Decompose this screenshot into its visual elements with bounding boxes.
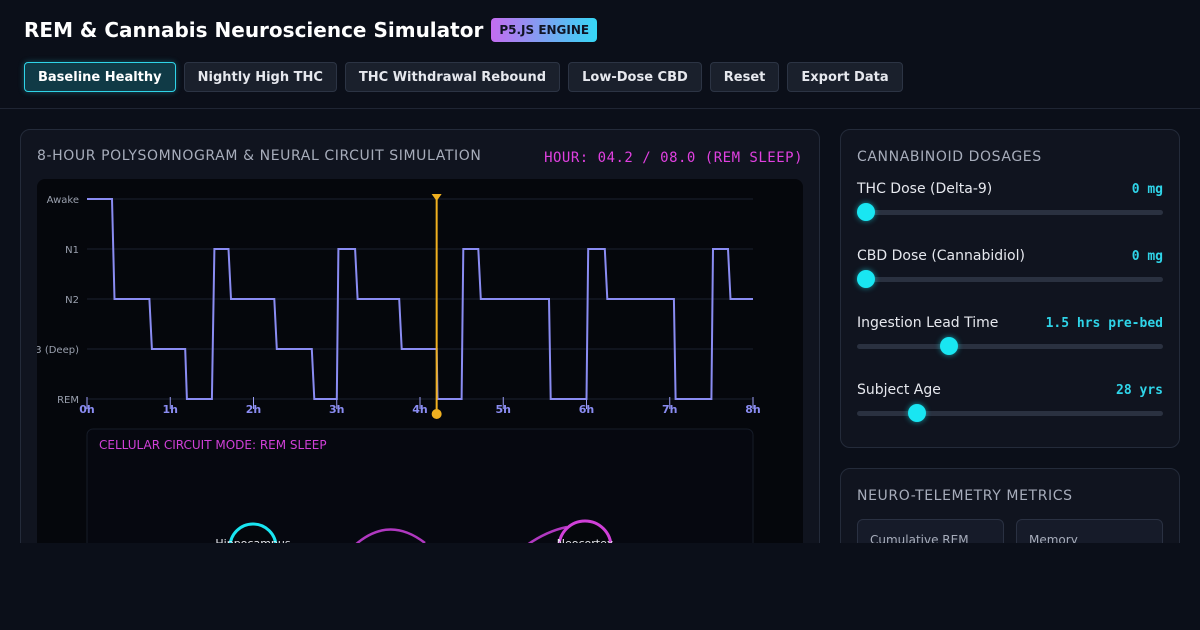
simulation-canvas[interactable]: AwakeN1N2N3 (Deep)REM0h1h2h3h4h5h6h7h8h … (37, 179, 803, 559)
hour-tick-label: 4h (412, 403, 428, 416)
simulation-panel: 8-HOUR POLYSOMNOGRAM & NEURAL CIRCUIT SI… (20, 129, 820, 559)
time-cursor-handle[interactable] (431, 409, 442, 419)
reset-button[interactable]: Reset (709, 62, 780, 92)
engine-badge: P5.JS ENGINE (491, 18, 598, 42)
nightly-high-thc-button[interactable]: Nightly High THC (183, 62, 337, 92)
simulation-heading: 8-HOUR POLYSOMNOGRAM & NEURAL CIRCUIT SI… (37, 148, 482, 164)
dosage-heading: CANNABINOID DOSAGES (857, 149, 1042, 165)
baseline-healthy-button[interactable]: Baseline Healthy (24, 62, 176, 92)
low-dose-cbd-button[interactable]: Low-Dose CBD (568, 62, 702, 92)
time-cursor-top-marker (431, 194, 442, 201)
hour-tick-label: 2h (246, 403, 262, 416)
circuit-mode-label: CELLULAR CIRCUIT MODE: REM SLEEP (99, 438, 327, 452)
viewport-cutoff (0, 543, 1200, 630)
title-row: REM & Cannabis Neuroscience Simulator P5… (24, 18, 598, 42)
dosage-panel: CANNABINOID DOSAGES THC Dose (Delta-9) 0… (840, 129, 1180, 448)
hour-tick-label: 1h (163, 403, 179, 416)
export-data-button[interactable]: Export Data (787, 62, 903, 92)
lead-time-value: 1.5 hrs pre-bed (1045, 316, 1163, 331)
thc-dose-value: 0 mg (1131, 182, 1163, 197)
stage-tick-label: N1 (65, 245, 79, 256)
time-cursor[interactable] (431, 194, 442, 419)
hour-tick-label: 6h (579, 403, 595, 416)
stage-tick-label: REM (57, 395, 79, 406)
hour-tick-label: 8h (745, 403, 761, 416)
hour-tick-label: 5h (496, 403, 512, 416)
subject-age-thumb[interactable] (907, 404, 926, 422)
thc-dose-label: THC Dose (Delta-9) (857, 181, 993, 197)
hour-tick-label: 3h (329, 403, 345, 416)
app-header: REM & Cannabis Neuroscience Simulator P5… (0, 0, 1200, 109)
cbd-dose-value: 0 mg (1131, 249, 1163, 264)
thc-dose-thumb[interactable] (857, 203, 876, 221)
thc-withdrawal-rebound-button[interactable]: THC Withdrawal Rebound (344, 62, 561, 92)
app-title: REM & Cannabis Neuroscience Simulator (24, 18, 484, 42)
hour-readout: HOUR: 04.2 / 08.0 (REM SLEEP) (544, 150, 803, 166)
circuit-arc-right (526, 525, 568, 547)
subject-age-slider[interactable] (857, 404, 1163, 422)
stage-tick-label: N2 (65, 295, 79, 306)
circuit-arc-left (354, 528, 426, 546)
scenario-toolbar: Baseline Healthy Nightly High THC THC Wi… (24, 62, 903, 92)
lead-time-thumb[interactable] (939, 337, 958, 355)
lead-time-slider[interactable] (857, 337, 1163, 355)
thc-dose-slider[interactable] (857, 203, 1163, 221)
telemetry-heading: NEURO-TELEMETRY METRICS (857, 488, 1073, 504)
subject-age-value: 28 yrs (1116, 383, 1163, 398)
subject-age-label: Subject Age (857, 382, 941, 398)
hour-tick-label: 0h (79, 403, 95, 416)
cbd-dose-thumb[interactable] (857, 270, 876, 288)
cbd-dose-slider[interactable] (857, 270, 1163, 288)
hypnogram-series-line (87, 198, 753, 400)
stage-tick-label: Awake (47, 195, 79, 206)
cbd-dose-label: CBD Dose (Cannabidiol) (857, 248, 1025, 264)
hour-tick-label: 7h (662, 403, 678, 416)
stage-tick-label: N3 (Deep) (37, 345, 79, 356)
hypnogram-chart: AwakeN1N2N3 (Deep)REM0h1h2h3h4h5h6h7h8h … (37, 194, 761, 559)
lead-time-label: Ingestion Lead Time (857, 315, 999, 331)
